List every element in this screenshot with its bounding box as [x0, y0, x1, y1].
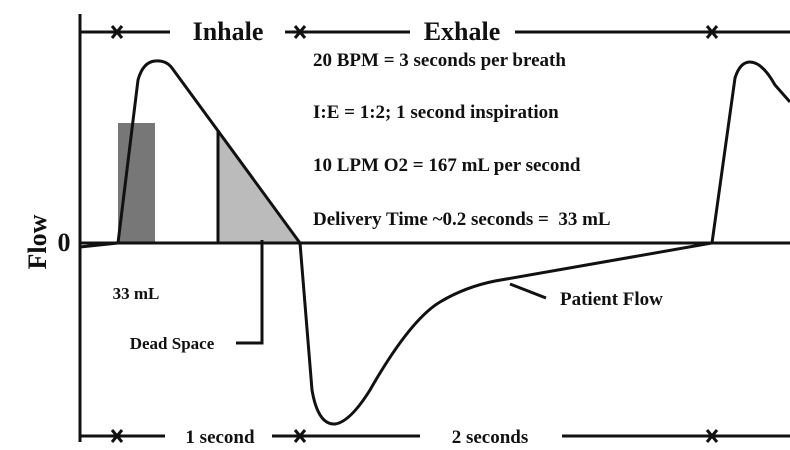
dead-space-label: Dead Space [130, 334, 215, 353]
dead-space-leader [236, 240, 264, 345]
note: 20 BPM = 3 seconds per breath [313, 50, 566, 71]
patient-flow-curve [79, 59, 790, 426]
note: 10 LPM O2 = 167 mL per second [313, 155, 581, 176]
note: Delivery Time ~0.2 seconds = 33 mL [313, 209, 611, 230]
phase-label: Exhale [424, 17, 501, 46]
duration-label: 2 seconds [452, 427, 529, 448]
delivered-label: 33 mL [113, 284, 160, 303]
zero-label: 0 [58, 228, 71, 257]
patient-flow-label: Patient Flow [560, 289, 663, 310]
phase-label: Inhale [193, 17, 264, 46]
duration-label: 1 second [185, 427, 255, 448]
note: I:E = 1:2; 1 second inspiration [313, 102, 559, 123]
patient-flow-leader [509, 282, 547, 300]
bottom-timeline [80, 429, 790, 443]
top-timeline [80, 25, 790, 39]
axis-label: Flow [23, 214, 52, 269]
delivered-volume [118, 123, 155, 243]
